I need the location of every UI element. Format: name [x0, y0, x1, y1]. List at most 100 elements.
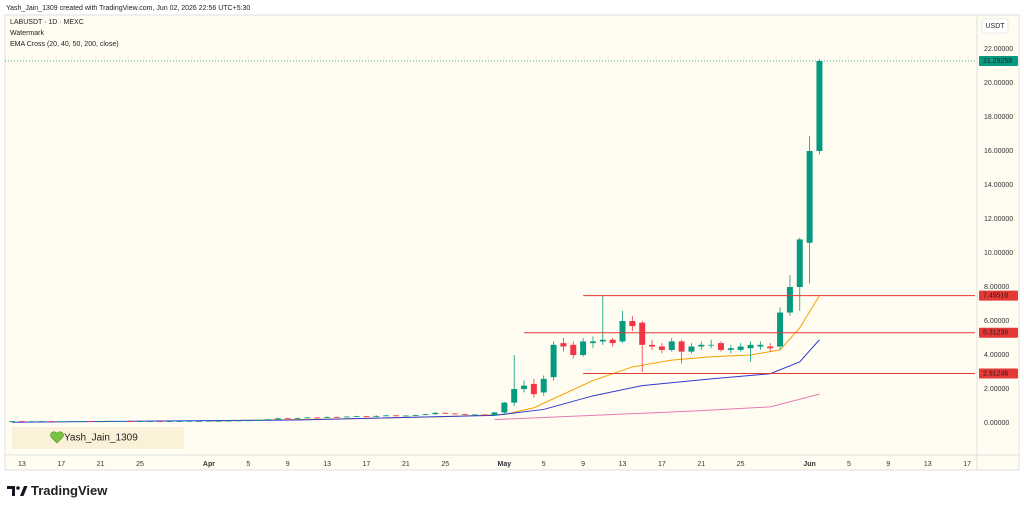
y-tick-label: 12.00000 [984, 216, 1013, 223]
candle-body [767, 346, 774, 349]
candle-body [806, 151, 813, 243]
x-tick-label: 17 [658, 461, 666, 468]
logo-mark [20, 486, 28, 496]
candle-body [87, 421, 94, 422]
candle-body [58, 421, 65, 423]
candle-body [580, 341, 587, 356]
candle-body [284, 418, 291, 420]
candle-body [383, 415, 390, 417]
currency-box[interactable] [981, 18, 1009, 34]
candle-body [225, 420, 232, 422]
brand-name[interactable]: TradingView [31, 483, 108, 498]
x-tick-label: 13 [619, 461, 627, 468]
x-tick-label: 13 [924, 461, 932, 468]
candle-body [393, 415, 400, 417]
candle-body [560, 343, 567, 347]
candle-body [215, 420, 222, 422]
brand-logo[interactable]: TradingView [7, 483, 108, 498]
y-tick-label: 10.00000 [984, 250, 1013, 257]
level-label-box [979, 368, 1018, 379]
candle-body [511, 389, 518, 403]
x-tick-label: 5 [542, 461, 546, 468]
x-tick-label: 13 [18, 461, 26, 468]
x-tick-label: 21 [402, 461, 410, 468]
x-tick-label: 25 [136, 461, 144, 468]
heart-icon [50, 431, 64, 444]
candle-body [708, 344, 715, 346]
candle-body [452, 413, 459, 415]
candle-body [678, 341, 685, 352]
candle-body [235, 420, 242, 422]
x-tick-label: 9 [581, 461, 585, 468]
y-tick-label: 22.00000 [984, 46, 1013, 53]
candle-body [255, 419, 262, 421]
candle-body [501, 402, 508, 413]
candle-body [747, 344, 754, 349]
x-tick-label: May [498, 461, 512, 468]
candle-body [166, 421, 173, 422]
y-tick-label: 8.00000 [984, 284, 1009, 291]
candle-body [521, 385, 528, 390]
candle-body [196, 420, 203, 422]
x-tick-label: Apr [203, 461, 215, 468]
candle-body [422, 414, 429, 416]
indicator-label: Watermark [10, 30, 44, 37]
symbol-title: LABUSDT · 1D · MEXC [10, 19, 84, 26]
candle-body [294, 417, 301, 419]
candle-body [619, 321, 626, 342]
candle-body [777, 312, 784, 347]
x-tick-label: 5 [847, 461, 851, 468]
candle-body [304, 417, 311, 419]
candle-body [402, 415, 409, 417]
candle-body [757, 344, 764, 347]
candle-body [265, 419, 272, 421]
y-tick-label: 16.00000 [984, 148, 1013, 155]
y-tick-label: 20.00000 [984, 80, 1013, 87]
candle-body [540, 378, 547, 393]
candle-body [727, 348, 734, 350]
x-tick-label: 25 [441, 461, 449, 468]
candle-body [796, 239, 803, 288]
x-tick-label: 21 [97, 461, 105, 468]
y-tick-label: 6.00000 [984, 318, 1009, 325]
candle-body [609, 339, 616, 344]
level-label-box [979, 290, 1018, 301]
candle-body [658, 346, 665, 350]
y-tick-label: 4.00000 [984, 352, 1009, 359]
candle-body [550, 344, 557, 378]
currency[interactable]: USDT [985, 23, 1005, 30]
candle-body [786, 287, 793, 313]
y-tick-label: 2.00000 [984, 386, 1009, 393]
indicator-label: EMA Cross (20, 40, 50, 200, close) [10, 41, 119, 48]
candle-body [717, 343, 724, 350]
x-tick-label: 17 [963, 461, 971, 468]
level-label-box [979, 327, 1018, 338]
level-label: 2.91246 [983, 370, 1008, 377]
candle-body [18, 421, 25, 422]
logo-mark [7, 486, 15, 496]
y-tick-label: 18.00000 [984, 114, 1013, 121]
candle-body [570, 344, 577, 356]
candle-body [28, 421, 35, 423]
candle-body [314, 417, 321, 419]
x-tick-label: 5 [246, 461, 250, 468]
logo-dot [16, 486, 20, 490]
x-tick-label: 17 [363, 461, 371, 468]
last-price-box [979, 56, 1018, 67]
candle-body [649, 344, 656, 347]
x-tick-label: 21 [697, 461, 705, 468]
candle-body [481, 414, 488, 416]
candle-body [127, 421, 134, 422]
x-tick-label: 13 [323, 461, 331, 468]
candle-body [737, 346, 744, 350]
candle-body [176, 421, 183, 422]
candle-body [471, 414, 478, 416]
candle-body [186, 420, 193, 422]
candle-body [816, 61, 823, 152]
y-tick-label: 14.00000 [984, 182, 1013, 189]
candle-body [639, 322, 646, 345]
x-tick-label: 17 [57, 461, 65, 468]
candle-body [333, 416, 340, 418]
ema-line [11, 339, 820, 423]
candle-body [353, 416, 360, 418]
